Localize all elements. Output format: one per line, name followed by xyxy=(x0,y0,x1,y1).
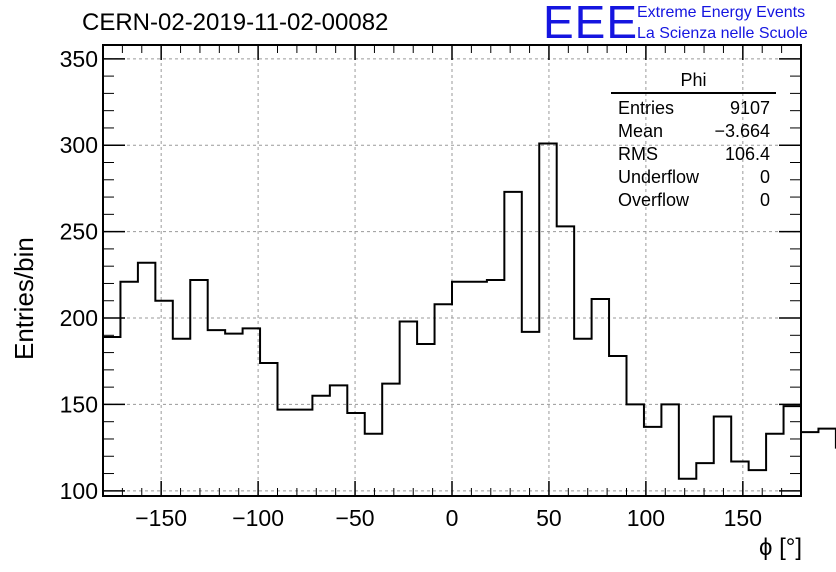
axis-ticks xyxy=(103,45,801,496)
chart-title: CERN-02-2019-11-02-00082 xyxy=(82,9,389,36)
y-tick-label: 300 xyxy=(60,132,98,158)
x-tick-label: 100 xyxy=(627,505,665,531)
stats-label: Mean xyxy=(618,121,664,141)
stats-box: Phi Entries 9107 Mean −3.664 RMS 106.4 U… xyxy=(611,70,776,212)
eee-subtitle-line2: La Scienza nelle Scuole xyxy=(637,25,808,42)
x-tick-label: −150 xyxy=(135,505,187,531)
stats-row-rms: RMS 106.4 xyxy=(611,143,776,166)
stats-value: −3.664 xyxy=(714,121,770,141)
stats-row-overflow: Overflow 0 xyxy=(611,189,776,212)
stats-label: Entries xyxy=(618,98,675,118)
stats-value: 0 xyxy=(759,190,770,210)
stats-label: RMS xyxy=(618,144,658,164)
stats-value: 106.4 xyxy=(724,144,770,164)
y-axis-label: Entries/bin xyxy=(9,237,39,360)
y-tick-label: 150 xyxy=(60,391,98,417)
y-tick-label: 350 xyxy=(60,46,98,72)
stats-row-underflow: Underflow 0 xyxy=(611,166,776,189)
stats-value: 9107 xyxy=(729,98,770,118)
y-tick-label: 100 xyxy=(60,478,98,504)
y-tick-label: 250 xyxy=(60,219,98,245)
x-tick-label: −50 xyxy=(336,505,375,531)
x-axis-label: ϕ [°] xyxy=(758,534,802,561)
stats-label: Overflow xyxy=(618,190,690,210)
stats-value: 0 xyxy=(759,167,770,187)
stats-row-entries: Entries 9107 xyxy=(611,97,776,120)
x-tick-label: 150 xyxy=(724,505,762,531)
stats-title: Phi xyxy=(611,70,776,94)
stats-row-mean: Mean −3.664 xyxy=(611,120,776,143)
y-tick-label: 200 xyxy=(60,305,98,331)
tick-labels: −150 −100 −50 0 50 100 150 100 150 200 250 300 350 xyxy=(60,46,762,531)
eee-subtitle-line1: Extreme Energy Events xyxy=(637,4,806,21)
x-tick-label: 50 xyxy=(536,505,562,531)
x-tick-label: −100 xyxy=(232,505,284,531)
eee-logo: EEE xyxy=(543,0,639,48)
stats-label: Underflow xyxy=(618,167,700,187)
x-tick-label: 0 xyxy=(446,505,459,531)
